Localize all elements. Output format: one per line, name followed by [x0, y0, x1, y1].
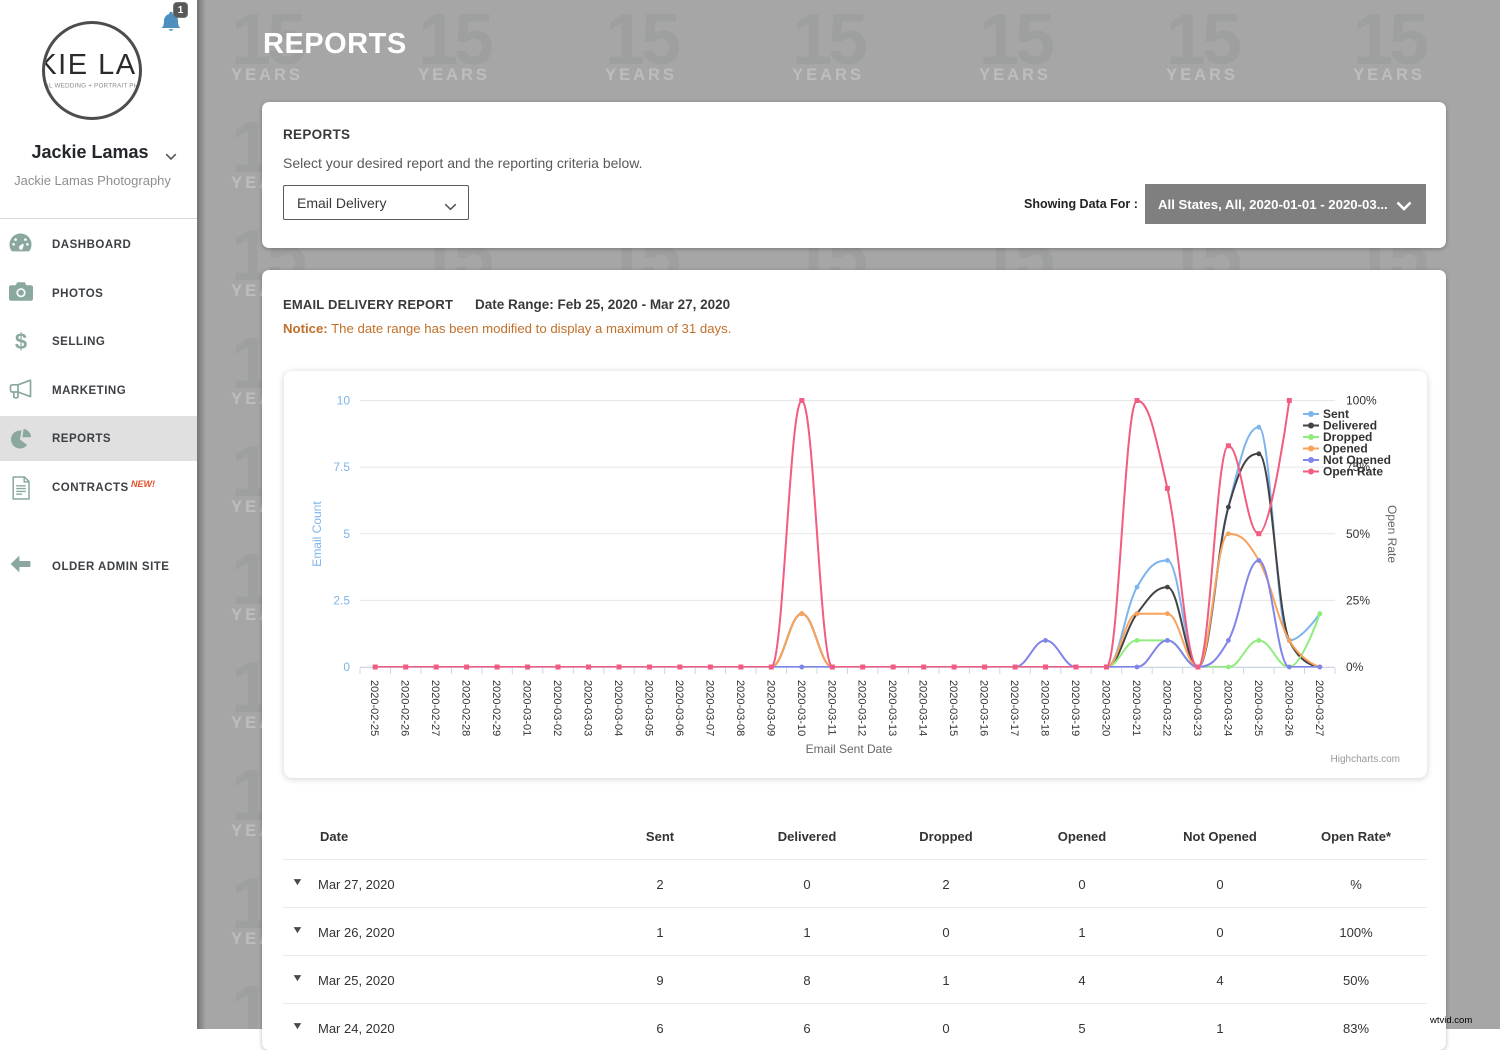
- svg-text:7.5: 7.5: [333, 460, 350, 474]
- svg-text:2020-03-05: 2020-03-05: [643, 680, 655, 736]
- svg-text:2020-03-26: 2020-03-26: [1282, 680, 1294, 736]
- svg-text:2020-03-06: 2020-03-06: [673, 680, 685, 736]
- svg-text:2020-03-16: 2020-03-16: [978, 680, 990, 736]
- svg-text:Opened: Opened: [1323, 442, 1368, 456]
- svg-text:Open Rate: Open Rate: [1385, 505, 1399, 563]
- svg-text:ACKIE LAMAS: ACKIE LAMAS: [45, 49, 138, 81]
- svg-text:2020-03-17: 2020-03-17: [1008, 680, 1020, 736]
- svg-text:Email Sent Date: Email Sent Date: [806, 742, 893, 756]
- svg-text:$: $: [14, 330, 26, 354]
- svg-text:Not Opened: Not Opened: [1323, 453, 1391, 467]
- svg-text:2020-03-15: 2020-03-15: [947, 680, 959, 736]
- svg-text:2020-03-24: 2020-03-24: [1221, 680, 1233, 736]
- svg-text:2020-03-07: 2020-03-07: [703, 680, 715, 736]
- svg-text:2020-03-27: 2020-03-27: [1313, 680, 1325, 736]
- svg-text:0: 0: [343, 660, 350, 674]
- svg-text:2020-02-26: 2020-02-26: [399, 680, 411, 736]
- svg-text:2020-02-29: 2020-02-29: [490, 680, 502, 736]
- svg-text:2020-03-11: 2020-03-11: [825, 680, 837, 735]
- svg-text:Sent: Sent: [1323, 407, 1349, 421]
- svg-text:2020-03-04: 2020-03-04: [612, 680, 624, 736]
- svg-text:50%: 50%: [1346, 527, 1370, 541]
- svg-text:75%: 75%: [1346, 460, 1370, 474]
- svg-text:2.5: 2.5: [333, 593, 350, 607]
- svg-text:10: 10: [337, 394, 351, 408]
- svg-text:2020-02-25: 2020-02-25: [368, 680, 380, 736]
- svg-text:100%: 100%: [1346, 394, 1377, 408]
- svg-text:2020-03-25: 2020-03-25: [1252, 680, 1264, 736]
- svg-text:2020-03-18: 2020-03-18: [1039, 680, 1051, 736]
- svg-text:2020-02-28: 2020-02-28: [460, 680, 472, 736]
- svg-text:2020-03-09: 2020-03-09: [764, 680, 776, 736]
- svg-text:2020-03-03: 2020-03-03: [582, 680, 594, 736]
- svg-text:2020-03-22: 2020-03-22: [1160, 680, 1172, 736]
- svg-text:Highcharts.com: Highcharts.com: [1331, 754, 1400, 765]
- svg-text:25%: 25%: [1346, 593, 1370, 607]
- svg-text:2020-03-02: 2020-03-02: [551, 680, 563, 736]
- svg-text:Delivered: Delivered: [1323, 419, 1377, 433]
- svg-text:2020-03-10: 2020-03-10: [795, 680, 807, 736]
- svg-text:Email Count: Email Count: [310, 501, 324, 567]
- svg-text:2020-03-19: 2020-03-19: [1069, 680, 1081, 736]
- svg-text:2020-03-12: 2020-03-12: [856, 680, 868, 736]
- svg-text:2020-03-20: 2020-03-20: [1100, 680, 1112, 736]
- svg-text:2020-03-14: 2020-03-14: [917, 680, 929, 736]
- svg-text:2020-03-08: 2020-03-08: [734, 680, 746, 736]
- svg-text:2020-03-23: 2020-03-23: [1191, 680, 1203, 736]
- svg-text:2020-03-01: 2020-03-01: [521, 680, 533, 736]
- svg-text:Open Rate: Open Rate: [1323, 465, 1383, 479]
- svg-text:2020-03-13: 2020-03-13: [886, 680, 898, 736]
- svg-text:0%: 0%: [1346, 660, 1364, 674]
- svg-text:2020-02-27: 2020-02-27: [429, 680, 441, 736]
- svg-text:2020-03-21: 2020-03-21: [1130, 680, 1142, 736]
- svg-text:REAL WEDDING + PORTRAIT PHOT: REAL WEDDING + PORTRAIT PHOT: [45, 83, 138, 90]
- svg-text:Dropped: Dropped: [1323, 430, 1372, 444]
- svg-text:5: 5: [343, 527, 350, 541]
